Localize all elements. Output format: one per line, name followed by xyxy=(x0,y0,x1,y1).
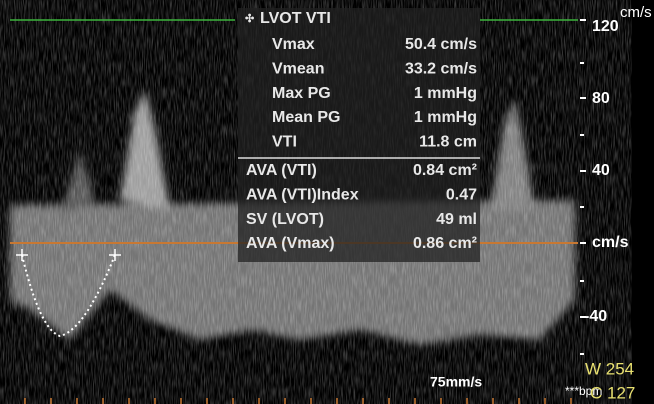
row-label: AVA (Vmax) xyxy=(246,235,335,252)
doppler-screen: ✣ LVOT VTI Vmax 50.4 cm/s Vmean 33.2 cm/s Ma… xyxy=(0,0,654,404)
row-label: Max PG xyxy=(272,85,331,102)
row-value: 0.47 xyxy=(446,187,477,204)
row-value: 0.84 cm² xyxy=(413,162,477,179)
row-value: 49 ml xyxy=(436,211,477,228)
scale-label: 40 xyxy=(592,162,610,179)
row-label: AVA (VTI) xyxy=(246,162,317,179)
row-label: Vmax xyxy=(272,36,315,53)
row-label: AVA (VTI)Index xyxy=(246,187,359,204)
scale-label: 120 xyxy=(592,18,619,35)
sweep-speed: 75mm/s xyxy=(430,374,482,390)
row-value: 0.86 cm² xyxy=(413,235,477,252)
row-value: 50.4 cm/s xyxy=(405,36,477,53)
row-value: 1 mmHg xyxy=(414,109,477,126)
row-label: VTI xyxy=(272,133,297,150)
row-label: Mean PG xyxy=(272,109,340,126)
marker: ✣ xyxy=(245,13,254,25)
row-value: 1 mmHg xyxy=(414,85,477,102)
row-value: 33.2 cm/s xyxy=(405,61,477,78)
window-width: W 254 xyxy=(585,359,634,378)
scale-label: cm/s xyxy=(592,234,629,251)
row-value: 11.8 cm xyxy=(419,133,477,150)
scale-unit: cm/s xyxy=(620,4,652,21)
scale-label: 80 xyxy=(592,90,610,107)
panel-title: LVOT VTI xyxy=(260,10,331,27)
window-center: C 127 xyxy=(590,383,635,402)
row-label: SV (LVOT) xyxy=(246,211,324,228)
scale-label: -40 xyxy=(584,308,607,325)
row-label: Vmean xyxy=(272,61,324,78)
